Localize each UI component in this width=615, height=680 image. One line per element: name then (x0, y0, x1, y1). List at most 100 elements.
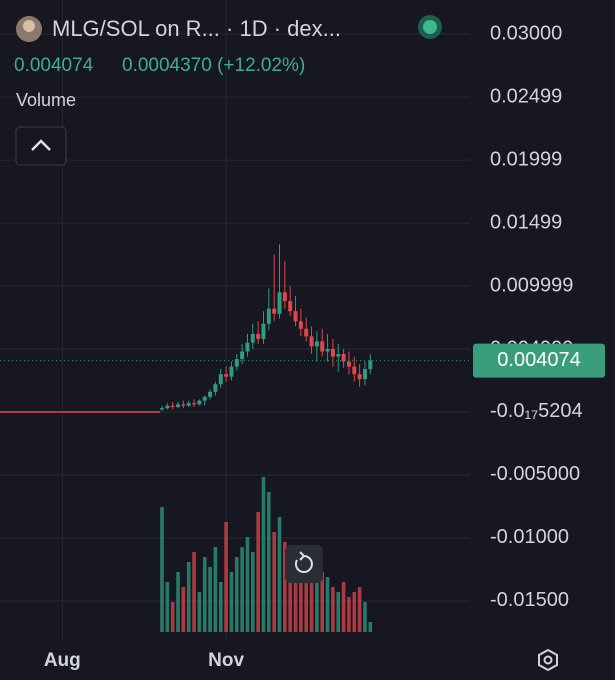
settings-icon (543, 655, 553, 665)
live-dot (423, 20, 437, 34)
volume-bar (218, 582, 223, 632)
volume-bar (181, 587, 186, 632)
volume-bar (368, 622, 373, 632)
candle-body (160, 408, 165, 410)
volume-bar (186, 562, 191, 632)
candle-body (352, 366, 357, 375)
candle-body (368, 360, 373, 370)
volume-bar (176, 572, 180, 632)
price-change: 0.0004370 (+12.02%) (122, 55, 305, 76)
y-tick-label: -0.01000 (490, 526, 569, 548)
candle-body (250, 333, 255, 343)
candle-body (298, 321, 303, 329)
volume-bar (229, 572, 234, 632)
last-price-badge (473, 343, 605, 378)
candle-body (272, 308, 277, 314)
volume-bar (245, 537, 250, 632)
volume-bar (224, 522, 228, 632)
volume-bar (347, 597, 351, 632)
candle-body (192, 403, 197, 405)
volume-bar (256, 512, 260, 632)
candle-body (202, 396, 207, 401)
candle-body (314, 341, 319, 347)
y-tick-label: -0.0₁₇5204 (490, 400, 583, 422)
y-tick-label: -0.005000 (490, 463, 580, 485)
volume-bar (336, 592, 341, 632)
volume-bar (192, 552, 196, 632)
volume-bar (208, 567, 212, 632)
candle-body (170, 405, 175, 407)
candle-body (293, 311, 298, 322)
settings-button[interactable] (538, 648, 558, 672)
candle-body (346, 361, 351, 367)
y-tick-label: 0.009999 (490, 274, 573, 296)
volume-bar (202, 557, 207, 632)
volume-bar (251, 552, 255, 632)
volume-bar (320, 572, 325, 632)
candle-body (330, 348, 335, 357)
candle-body (224, 374, 229, 377)
volume-label: Volume (16, 90, 76, 110)
volume-bar (170, 602, 175, 632)
candle-body (165, 405, 170, 409)
candle-body (218, 374, 223, 385)
volume-bar (309, 567, 314, 632)
token-avatar-face (23, 20, 35, 32)
volume-bar (288, 547, 292, 632)
last-price-label: 0.004074 (497, 349, 580, 371)
volume-bar (197, 592, 202, 632)
candle-body (277, 292, 282, 314)
y-tick-label: 0.01499 (490, 211, 562, 233)
y-tick-label: 0.02499 (490, 85, 562, 107)
y-tick-label: 0.03000 (490, 22, 562, 44)
candle-body (320, 341, 325, 352)
candle-body (357, 374, 362, 380)
volume-bar (325, 577, 330, 632)
candle-body (240, 351, 245, 360)
candle-body (234, 359, 239, 367)
y-tick-label: -0.01500 (490, 589, 569, 611)
candle-body (261, 323, 266, 339)
candle-body (245, 342, 250, 352)
candle-body (304, 328, 309, 337)
volume-bar (165, 582, 170, 632)
volume-bar (363, 602, 367, 632)
candle-body (213, 384, 218, 392)
candle-body (256, 333, 261, 339)
chart-title: MLG/SOL on R... · 1D · dex... (52, 16, 341, 41)
candle-body (325, 348, 330, 352)
collapse-icon (31, 139, 51, 151)
volume-bar (261, 477, 266, 632)
volume-bar (267, 492, 271, 632)
volume-bar (160, 507, 164, 632)
candle-body (288, 301, 293, 312)
volume-bar (293, 562, 298, 632)
reset-button[interactable] (285, 545, 323, 583)
volume-bar (341, 582, 346, 632)
volume-bar (277, 517, 282, 632)
volume-bar (304, 577, 309, 632)
reset-icon (294, 551, 313, 573)
candle-body (309, 336, 314, 347)
candle-body (208, 391, 213, 397)
volume-bar (331, 587, 335, 632)
volume-bar (234, 557, 239, 632)
volume-bar (240, 547, 244, 632)
candle-body (282, 292, 287, 302)
candle-body (229, 366, 234, 377)
candle-body (176, 404, 181, 407)
x-tick-label: Nov (208, 650, 244, 671)
volume-bar (357, 587, 362, 632)
candle-body (341, 354, 346, 362)
candle-body (336, 354, 341, 357)
candle-body (362, 369, 367, 380)
volume-bar (213, 547, 218, 632)
volume-bar (352, 592, 357, 632)
candle-body (181, 404, 186, 406)
last-price: 0.004074 (14, 55, 94, 76)
candle-body (197, 400, 202, 405)
collapse-button[interactable] (15, 126, 67, 166)
x-tick-label: Aug (44, 650, 81, 671)
